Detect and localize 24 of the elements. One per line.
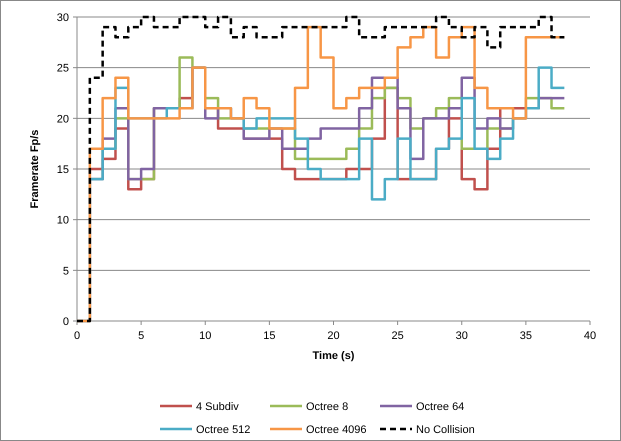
y-tick-label: 0: [62, 316, 69, 328]
x-tick-label: 25: [392, 330, 404, 342]
legend-label: 4 Subdiv: [196, 401, 240, 413]
x-tick-label: 35: [520, 330, 532, 342]
legend-label: Octree 8: [306, 401, 348, 413]
y-tick-label: 5: [62, 265, 69, 278]
y-tick-label: 20: [56, 113, 69, 126]
x-tick-label: 0: [74, 330, 80, 342]
y-tick-label: 30: [56, 12, 69, 24]
x-tick-label: 10: [199, 330, 212, 342]
x-tick-label: 5: [138, 330, 144, 342]
legend-label: Octree 512: [196, 424, 250, 436]
legend-label: Octree 64: [416, 401, 464, 413]
legend-label: Octree 4096: [306, 424, 367, 436]
x-tick-label: 40: [584, 330, 596, 342]
x-tick-label: 30: [456, 330, 468, 342]
y-tick-label: 25: [56, 62, 69, 75]
y-tick-label: 15: [56, 164, 69, 176]
y-tick-label: 10: [56, 214, 69, 227]
legend-label: No Collision: [416, 424, 475, 436]
x-axis-title: Time (s): [312, 350, 355, 362]
x-tick-label: 15: [263, 330, 276, 342]
y-axis-title: Framerate Fp/s: [29, 130, 41, 208]
x-tick-label: 20: [327, 330, 340, 342]
